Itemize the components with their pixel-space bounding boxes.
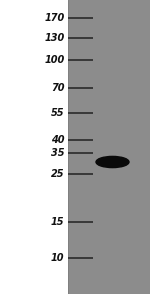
Text: 15: 15: [51, 217, 64, 227]
Text: 25: 25: [51, 169, 64, 179]
Text: 55: 55: [51, 108, 64, 118]
Text: 100: 100: [44, 55, 64, 65]
Text: 70: 70: [51, 83, 64, 93]
Text: 10: 10: [51, 253, 64, 263]
Text: 35: 35: [51, 148, 64, 158]
Bar: [68, 0, 150, 294]
Text: 170: 170: [44, 13, 64, 23]
Ellipse shape: [96, 156, 129, 168]
Text: 130: 130: [44, 33, 64, 43]
Text: 40: 40: [51, 135, 64, 145]
